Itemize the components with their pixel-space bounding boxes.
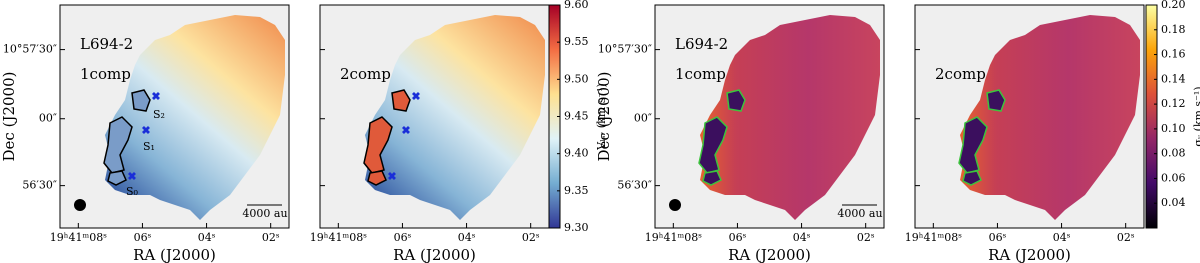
core-contour bbox=[962, 170, 982, 186]
colorbar-tick-label: 0.12 bbox=[1161, 97, 1186, 110]
x-tick-label: 04ˢ bbox=[793, 231, 811, 244]
colorbar-tick-label: 9.60 bbox=[564, 0, 589, 11]
colorbar-tick-label: 0.04 bbox=[1161, 196, 1186, 209]
beam bbox=[669, 199, 681, 211]
model-label: 1comp bbox=[675, 65, 726, 83]
map-panel: 19ʰ41ᵐ08ˢ 06ˢ 04ˢ 02ˢ RA (J2000) 2comp bbox=[905, 4, 1145, 263]
colorbar-tick-label: 9.40 bbox=[564, 147, 589, 160]
model-label: 2comp bbox=[935, 65, 986, 83]
colorbar-tick-label: 9.55 bbox=[564, 35, 589, 48]
x-axis-label: RA (J2000) bbox=[988, 246, 1071, 263]
colorbar-tick-label: 0.06 bbox=[1161, 171, 1186, 184]
colorbar-tick-label: 9.45 bbox=[564, 110, 589, 123]
x-tick-label: 02ˢ bbox=[1117, 231, 1135, 244]
core-contour bbox=[986, 89, 1006, 112]
scale-bar-label: 4000 au bbox=[837, 207, 882, 220]
map-panel: 19ʰ41ᵐ08ˢ 06ˢ 04ˢ 02ˢ 10°57′30″ 00″ 56′30″ RA (… bbox=[595, 4, 885, 263]
colorbar-fill bbox=[1145, 4, 1158, 229]
map-emission bbox=[960, 15, 1140, 220]
core-contour bbox=[958, 116, 988, 174]
x-marker: ✖ bbox=[127, 170, 136, 183]
colorbar-tick-label: 0.16 bbox=[1161, 48, 1186, 61]
core-contour bbox=[107, 170, 127, 186]
map-panel: ✖ ✖ ✖ 19ʰ41ᵐ08ˢ 06ˢ 04ˢ 02ˢ 10°57′30″ 00″ 56′30″ R… bbox=[0, 4, 290, 263]
x-tick-label: 06ˢ bbox=[134, 231, 152, 244]
x-tick-label: 04ˢ bbox=[1053, 231, 1071, 244]
x-tick-label: 02ˢ bbox=[262, 231, 280, 244]
y-tick-label: 56′30″ bbox=[22, 179, 57, 192]
map-emission bbox=[105, 15, 285, 220]
colorbar-tick-label: 0.20 bbox=[1161, 0, 1186, 11]
colorbar-label: Vₗₛᵣ (km s⁻¹) bbox=[595, 83, 608, 151]
x-tick-label: 02ˢ bbox=[522, 231, 540, 244]
x-tick-label: 19ʰ41ᵐ08ˢ bbox=[905, 231, 962, 244]
colorbar-label: σᵥ (km s⁻¹) bbox=[1192, 86, 1200, 146]
core-label: S₀ bbox=[126, 185, 139, 198]
colorbar-tick-label: 0.10 bbox=[1161, 122, 1186, 135]
colorbar-tick-label: 9.50 bbox=[564, 72, 589, 85]
x-marker: ✖ bbox=[151, 90, 160, 103]
colorbar: 9.30 9.35 9.40 9.45 9.50 9.55 9.60 Vₗₛᵣ (km s⁻¹… bbox=[548, 0, 608, 234]
y-tick-label: 00″ bbox=[39, 112, 57, 125]
colorbar-tick-label: 0.08 bbox=[1161, 147, 1186, 160]
colorbar-tick-label: 0.18 bbox=[1161, 23, 1186, 36]
x-axis-label: RA (J2000) bbox=[133, 246, 216, 263]
core-contour bbox=[363, 116, 393, 174]
x-tick-label: 04ˢ bbox=[198, 231, 216, 244]
core-label: S₁ bbox=[143, 140, 155, 153]
core-contour bbox=[103, 116, 133, 174]
core-contour bbox=[698, 116, 728, 174]
scale-bar-label: 4000 au bbox=[242, 207, 287, 220]
map-panel: ✖ ✖ ✖ 19ʰ41ᵐ08ˢ 06ˢ 04ˢ 02ˢ RA (J2000) 2comp bbox=[310, 4, 550, 263]
y-tick-label: 00″ bbox=[634, 112, 652, 125]
x-tick-label: 19ʰ41ᵐ08ˢ bbox=[645, 231, 702, 244]
map-emission bbox=[365, 15, 545, 220]
y-tick-label: 10°57′30″ bbox=[3, 43, 57, 56]
x-tick-label: 06ˢ bbox=[394, 231, 412, 244]
beam bbox=[74, 199, 86, 211]
y-axis-label: Dec (J2000) bbox=[0, 72, 18, 162]
y-axis-label: Dec (J2000) bbox=[595, 72, 613, 162]
x-marker: ✖ bbox=[141, 124, 150, 137]
x-axis-label: RA (J2000) bbox=[728, 246, 811, 263]
x-axis-label: RA (J2000) bbox=[393, 246, 476, 263]
core-contour bbox=[131, 89, 151, 112]
map-emission bbox=[700, 15, 880, 220]
colorbar-tick-label: 9.35 bbox=[564, 184, 589, 197]
x-marker: ✖ bbox=[411, 90, 420, 103]
model-label: 1comp bbox=[80, 65, 131, 83]
colorbar-tick-label: 0.14 bbox=[1161, 72, 1186, 85]
x-marker: ✖ bbox=[387, 170, 396, 183]
x-tick-label: 19ʰ41ᵐ08ˢ bbox=[50, 231, 107, 244]
colorbar-tick-label: 9.30 bbox=[564, 221, 589, 234]
colorbar: 0.04 0.06 0.08 0.10 0.12 0.14 0.16 0.18 0.20 σᵥ (… bbox=[1145, 0, 1200, 229]
model-label: 2comp bbox=[340, 65, 391, 83]
core-contour bbox=[726, 89, 746, 112]
x-tick-label: 06ˢ bbox=[989, 231, 1007, 244]
source-name: L694-2 bbox=[675, 35, 728, 53]
core-label: S₂ bbox=[153, 108, 165, 121]
core-contour bbox=[367, 170, 387, 186]
core-contour bbox=[702, 170, 722, 186]
core-contour bbox=[391, 89, 411, 112]
source-name: L694-2 bbox=[80, 35, 133, 53]
y-tick-label: 56′30″ bbox=[617, 179, 652, 192]
x-tick-label: 06ˢ bbox=[729, 231, 747, 244]
y-tick-label: 10°57′30″ bbox=[598, 43, 652, 56]
x-marker: ✖ bbox=[401, 124, 410, 137]
x-tick-label: 02ˢ bbox=[857, 231, 875, 244]
x-tick-label: 19ʰ41ᵐ08ˢ bbox=[310, 231, 367, 244]
x-tick-label: 04ˢ bbox=[458, 231, 476, 244]
